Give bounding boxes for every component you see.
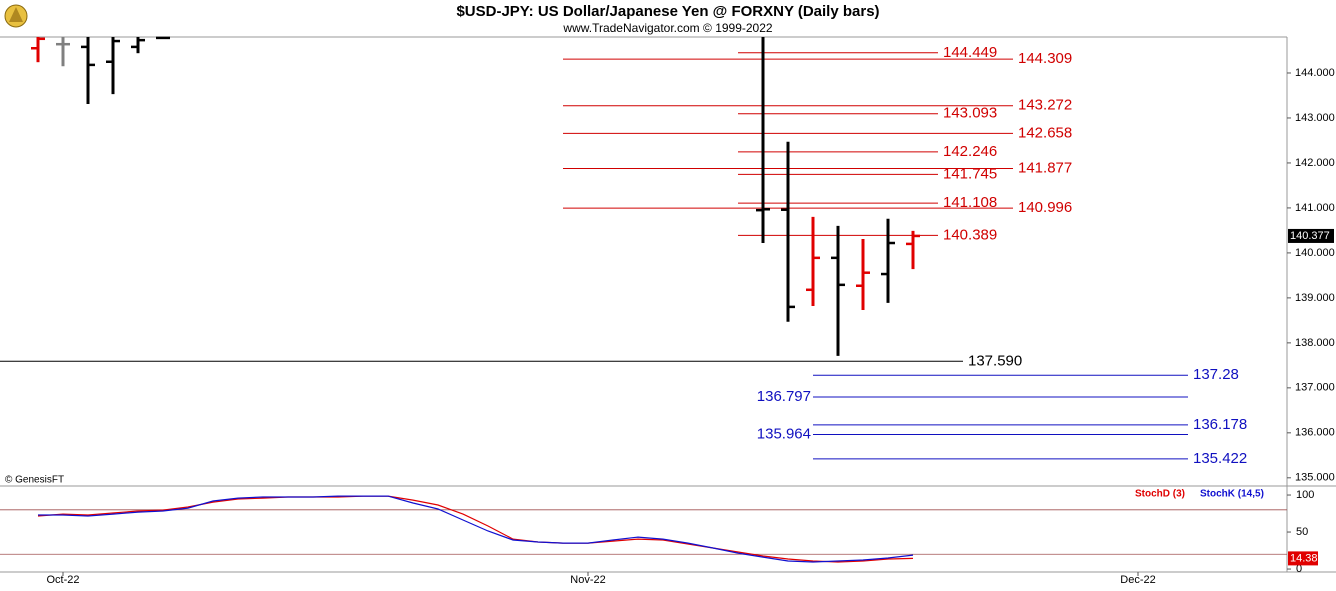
logo bbox=[4, 4, 28, 28]
y-tick-label: 138.000 bbox=[1295, 337, 1335, 349]
x-tick-label: Dec-22 bbox=[1120, 574, 1155, 586]
y-tick-label: 144.000 bbox=[1295, 67, 1335, 79]
y-tick-label: 137.000 bbox=[1295, 382, 1335, 394]
level-label: 143.272 bbox=[1018, 97, 1072, 114]
y-tick-label: 0 bbox=[1296, 563, 1302, 575]
x-tick-label: Nov-22 bbox=[570, 574, 605, 586]
chart-subtitle: www.TradeNavigator.com © 1999-2022 bbox=[562, 21, 772, 35]
y-tick-label: 135.000 bbox=[1295, 472, 1335, 484]
chart-title: $USD-JPY: US Dollar/Japanese Yen @ FORXN… bbox=[456, 3, 879, 20]
stoch-line bbox=[38, 495, 914, 563]
last-price-label: 140.377 bbox=[1290, 230, 1330, 242]
level-label: 142.658 bbox=[1018, 124, 1072, 141]
level-label: 143.093 bbox=[943, 105, 997, 122]
level-label: 144.309 bbox=[1018, 50, 1072, 67]
x-tick-label: Oct-22 bbox=[46, 574, 79, 586]
level-label: 135.964 bbox=[757, 425, 811, 442]
level-label: 141.877 bbox=[1018, 159, 1072, 176]
level-label: 142.246 bbox=[943, 143, 997, 160]
y-tick-label: 100 bbox=[1296, 489, 1314, 501]
last-value-box bbox=[1288, 551, 1318, 566]
y-tick-label: 136.000 bbox=[1295, 427, 1335, 439]
legend-label: StochD (3) bbox=[1135, 489, 1185, 500]
level-label: 141.108 bbox=[943, 194, 997, 211]
level-label: 135.422 bbox=[1193, 450, 1247, 467]
y-tick-label: 141.000 bbox=[1295, 202, 1335, 214]
level-label: 137.590 bbox=[968, 352, 1022, 369]
stoch-line bbox=[37, 495, 914, 563]
y-tick-label: 140.000 bbox=[1295, 247, 1335, 259]
level-label: 137.28 bbox=[1193, 366, 1239, 383]
level-label: 141.745 bbox=[943, 165, 997, 182]
last-price-box bbox=[1288, 228, 1334, 243]
level-label: 136.178 bbox=[1193, 416, 1247, 433]
last-value-label: 14.38 bbox=[1290, 552, 1318, 564]
y-tick-label: 142.000 bbox=[1295, 157, 1335, 169]
y-tick-label: 139.000 bbox=[1295, 292, 1335, 304]
y-tick-label: 50 bbox=[1296, 526, 1308, 538]
watermark: © GenesisFT bbox=[5, 475, 64, 486]
level-label: 140.389 bbox=[943, 226, 997, 243]
y-tick-label: 143.000 bbox=[1295, 112, 1335, 124]
level-label: 136.797 bbox=[757, 388, 811, 405]
level-label: 140.996 bbox=[1018, 199, 1072, 216]
level-label: 144.449 bbox=[943, 44, 997, 61]
legend-label: StochK (14,5) bbox=[1200, 489, 1264, 500]
